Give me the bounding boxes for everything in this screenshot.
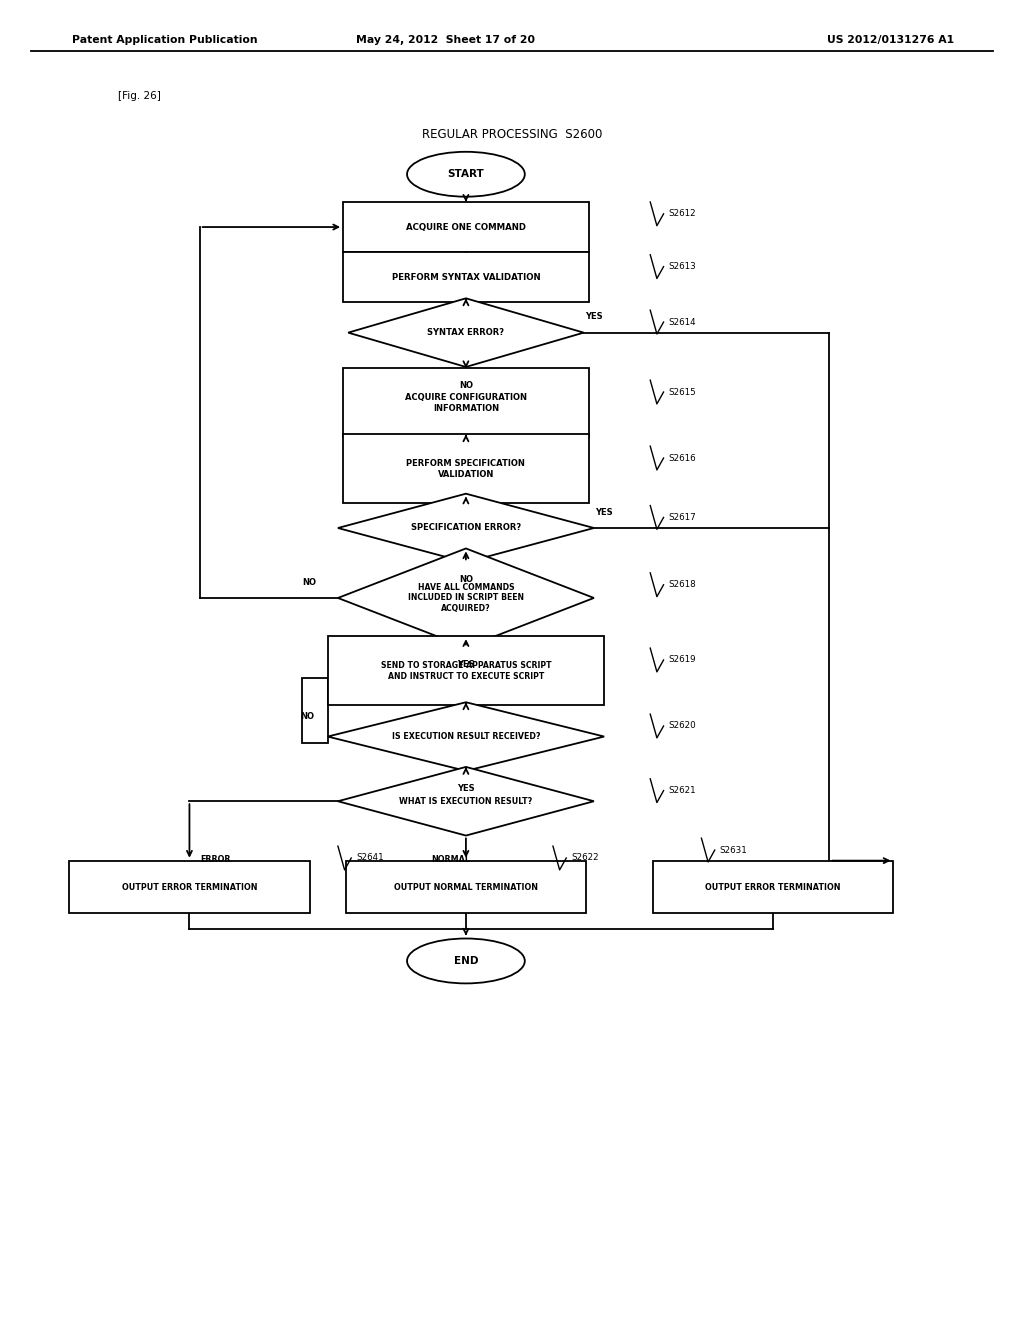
Text: PERFORM SYNTAX VALIDATION: PERFORM SYNTAX VALIDATION: [391, 273, 541, 281]
Text: WHAT IS EXECUTION RESULT?: WHAT IS EXECUTION RESULT?: [399, 797, 532, 805]
Text: YES: YES: [457, 660, 475, 669]
Text: US 2012/0131276 A1: US 2012/0131276 A1: [827, 36, 954, 45]
Text: S2615: S2615: [669, 388, 696, 396]
FancyBboxPatch shape: [343, 434, 589, 503]
Text: S2613: S2613: [669, 263, 696, 271]
Text: REGULAR PROCESSING  S2600: REGULAR PROCESSING S2600: [422, 128, 602, 141]
Text: May 24, 2012  Sheet 17 of 20: May 24, 2012 Sheet 17 of 20: [356, 36, 535, 45]
FancyBboxPatch shape: [343, 202, 589, 252]
Text: START: START: [447, 169, 484, 180]
Text: S2621: S2621: [669, 787, 696, 795]
Text: ACQUIRE CONFIGURATION
INFORMATION: ACQUIRE CONFIGURATION INFORMATION: [404, 392, 527, 413]
Text: SPECIFICATION ERROR?: SPECIFICATION ERROR?: [411, 524, 521, 532]
Text: S2641: S2641: [356, 854, 384, 862]
Ellipse shape: [408, 939, 525, 983]
Polygon shape: [328, 702, 604, 771]
Text: YES: YES: [585, 313, 603, 321]
Text: NO: NO: [302, 578, 316, 586]
Text: NO: NO: [300, 713, 314, 721]
Text: S2622: S2622: [571, 854, 599, 862]
Text: END: END: [454, 956, 478, 966]
Text: OUTPUT NORMAL TERMINATION: OUTPUT NORMAL TERMINATION: [394, 883, 538, 891]
Text: PERFORM SPECIFICATION
VALIDATION: PERFORM SPECIFICATION VALIDATION: [407, 458, 525, 479]
FancyBboxPatch shape: [328, 636, 604, 705]
Text: OUTPUT ERROR TERMINATION: OUTPUT ERROR TERMINATION: [706, 883, 841, 891]
Text: S2631: S2631: [720, 846, 748, 854]
FancyBboxPatch shape: [346, 861, 586, 913]
Text: NO: NO: [459, 381, 473, 389]
FancyBboxPatch shape: [653, 861, 893, 913]
Text: YES: YES: [457, 784, 475, 792]
Text: S2616: S2616: [669, 454, 696, 462]
Text: OUTPUT ERROR TERMINATION: OUTPUT ERROR TERMINATION: [122, 883, 257, 891]
Text: S2617: S2617: [669, 513, 696, 521]
Text: S2612: S2612: [669, 210, 696, 218]
Polygon shape: [338, 494, 594, 562]
Text: S2619: S2619: [669, 656, 696, 664]
FancyBboxPatch shape: [302, 678, 328, 743]
FancyBboxPatch shape: [343, 252, 589, 302]
Text: [Fig. 26]: [Fig. 26]: [118, 91, 161, 102]
Text: ERROR: ERROR: [200, 855, 230, 863]
Polygon shape: [338, 767, 594, 836]
Text: Patent Application Publication: Patent Application Publication: [72, 36, 257, 45]
Ellipse shape: [408, 152, 525, 197]
Text: S2620: S2620: [669, 722, 696, 730]
Text: NORMAL: NORMAL: [431, 855, 470, 863]
Text: IS EXECUTION RESULT RECEIVED?: IS EXECUTION RESULT RECEIVED?: [391, 733, 541, 741]
Text: HAVE ALL COMMANDS
INCLUDED IN SCRIPT BEEN
ACQUIRED?: HAVE ALL COMMANDS INCLUDED IN SCRIPT BEE…: [408, 583, 524, 612]
Polygon shape: [338, 549, 594, 647]
Text: NO: NO: [459, 576, 473, 583]
Text: S2614: S2614: [669, 318, 696, 326]
FancyBboxPatch shape: [343, 368, 589, 437]
Text: SEND TO STORAGE APPARATUS SCRIPT
AND INSTRUCT TO EXECUTE SCRIPT: SEND TO STORAGE APPARATUS SCRIPT AND INS…: [381, 660, 551, 681]
Text: ACQUIRE ONE COMMAND: ACQUIRE ONE COMMAND: [406, 223, 526, 231]
Polygon shape: [348, 298, 584, 367]
FancyBboxPatch shape: [70, 861, 309, 913]
Text: SYNTAX ERROR?: SYNTAX ERROR?: [427, 329, 505, 337]
Text: YES: YES: [595, 508, 613, 516]
Text: S2618: S2618: [669, 581, 696, 589]
